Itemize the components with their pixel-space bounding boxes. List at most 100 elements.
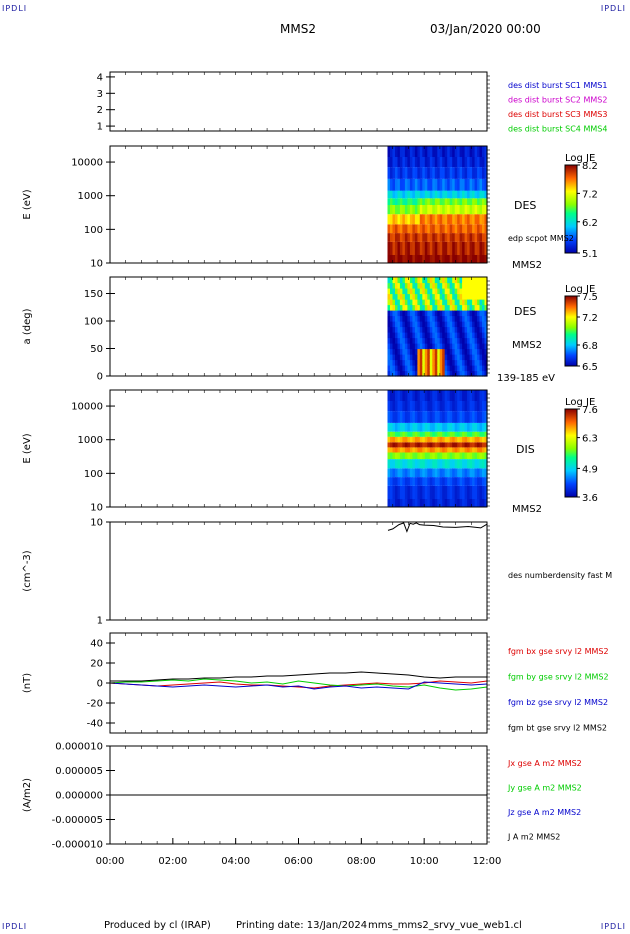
ion-spectrogram-cell	[424, 468, 428, 478]
spectrogram-cell	[477, 167, 481, 179]
pitch-angle-cell	[474, 277, 478, 284]
spectrogram-cell	[434, 146, 438, 157]
ion-spectrogram-cell	[390, 401, 394, 412]
ion-spectrogram-cell	[424, 499, 428, 507]
ion-spectrogram-cell	[479, 411, 483, 423]
density-line	[387, 522, 488, 533]
spectrogram-cell	[397, 233, 401, 242]
spectrogram-cell	[412, 146, 416, 157]
pitch-angle-cell	[474, 315, 478, 322]
spectrogram-cell	[392, 146, 396, 157]
ion-spectrogram-cell	[454, 477, 458, 486]
spectrogram-cell	[424, 255, 428, 263]
spectrogram-cell	[437, 190, 441, 199]
pitch-angle-cell	[457, 332, 461, 339]
ion-spectrogram-cell	[457, 411, 461, 423]
spectrogram-cell	[452, 146, 456, 157]
ion-spectrogram-cell	[397, 452, 401, 460]
magnetic-field-ylabel: (nT)	[22, 673, 33, 693]
spectrogram-cell	[402, 224, 406, 234]
pitch-angle-cell	[469, 310, 473, 317]
pitch-angle-cell	[437, 315, 441, 322]
pitch-angle-cell	[434, 277, 438, 284]
pitch-angle-cell	[407, 277, 411, 284]
pitch-angle-cell	[432, 354, 436, 361]
ion-spectrogram-cell	[462, 401, 466, 412]
spectrogram-cell	[479, 167, 483, 179]
spectrogram-cell	[457, 198, 461, 205]
ion-spectrogram-cell	[469, 447, 473, 453]
corner-label-bottom-left: IPDLI	[2, 922, 28, 931]
ion-spectrogram-cell	[437, 431, 441, 437]
pitch-angle-cell	[462, 354, 466, 361]
ion-spectrogram-cell	[432, 411, 436, 423]
spectrogram-cell	[402, 255, 406, 263]
pitch-angle-cell	[409, 321, 413, 328]
pitch-angle-cell	[457, 337, 461, 344]
spectrogram-cell	[397, 241, 401, 255]
spectrogram-cell	[404, 157, 408, 168]
ion-spectrogram-cell	[422, 499, 426, 507]
ion-spectrogram-cell	[457, 477, 461, 486]
pitch-angle-cell	[479, 343, 483, 350]
pitch-angle-cell	[447, 310, 451, 317]
footer-credit: Produced by cl (IRAP)	[104, 920, 211, 931]
pitch-angle-cell	[462, 326, 466, 333]
pitch-angle-cell	[467, 299, 471, 306]
ion-spectrogram-cell	[452, 447, 456, 453]
ion-spectrogram-cell	[444, 431, 448, 437]
pitch-angle-cell	[402, 299, 406, 306]
pitch-angle-cell	[417, 304, 421, 311]
pitch-angle-cell	[442, 348, 446, 355]
ion-spectrogram-cell	[409, 422, 413, 432]
ion-spectrogram-cell	[479, 442, 483, 448]
pitch-angle-cell	[407, 337, 411, 344]
ion-spectrogram-cell	[417, 431, 421, 437]
pitch-angle-cell	[417, 343, 421, 350]
pitch-angle-cell	[414, 354, 418, 361]
ion-spectrogram-cell	[457, 431, 461, 437]
ion-spectrogram-cell	[387, 411, 391, 423]
spectrogram-cell	[439, 157, 443, 168]
pitch-angle-cell	[390, 288, 394, 295]
spectrogram-cell	[462, 205, 466, 215]
spectrogram-cell	[432, 167, 436, 179]
spectrogram-cell	[417, 167, 421, 179]
pitch-angle-cell	[392, 337, 396, 344]
pitch-angle-cell	[412, 332, 416, 339]
pitch-angle-cell	[407, 326, 411, 333]
spectrogram-cell	[472, 214, 476, 225]
spectrogram-cell	[427, 224, 431, 234]
spectrogram-cell	[402, 146, 406, 157]
ion-spectrogram-cell	[447, 436, 451, 443]
pitch-angle-cell	[390, 293, 394, 300]
ion-spectrogram-cell	[412, 468, 416, 478]
current-density-tick-label: -0.000005	[52, 815, 103, 826]
pitch-angle-cell	[397, 354, 401, 361]
pitch-angle-cell	[459, 288, 463, 295]
spectrogram-cell	[417, 178, 421, 191]
ion-spectrogram-cell	[417, 477, 421, 486]
spectrogram-cell	[444, 233, 448, 242]
spectrogram-cell	[429, 198, 433, 205]
pitch-angle-cell	[419, 321, 423, 328]
spectrogram-cell	[442, 255, 446, 263]
spectrogram-cell	[472, 198, 476, 205]
ion-spectrogram-cell	[434, 452, 438, 460]
ion-spectrogram-cell	[392, 422, 396, 432]
ion-spectrogram-cell	[444, 401, 448, 412]
pitch-angle-cell	[484, 321, 488, 328]
colorbar-tick-label: 6.8	[582, 341, 598, 352]
ion-spectrogram-cell	[474, 436, 478, 443]
current-density-legend-item: Jz gse A m2 MMS2	[507, 808, 581, 817]
pitch-angle-cell	[387, 337, 391, 344]
pitch-angle-cell	[479, 337, 483, 344]
ion-spectrogram-cell	[407, 452, 411, 460]
ion-spectrogram-cell	[392, 390, 396, 401]
spectrogram-cell	[395, 205, 399, 215]
spectrogram-cell	[457, 255, 461, 263]
spectrogram-cell	[444, 241, 448, 255]
pitch-angle-cell	[422, 304, 426, 311]
ion-spectrogram-cell	[429, 459, 433, 469]
ion-spectrogram-cell	[447, 401, 451, 412]
